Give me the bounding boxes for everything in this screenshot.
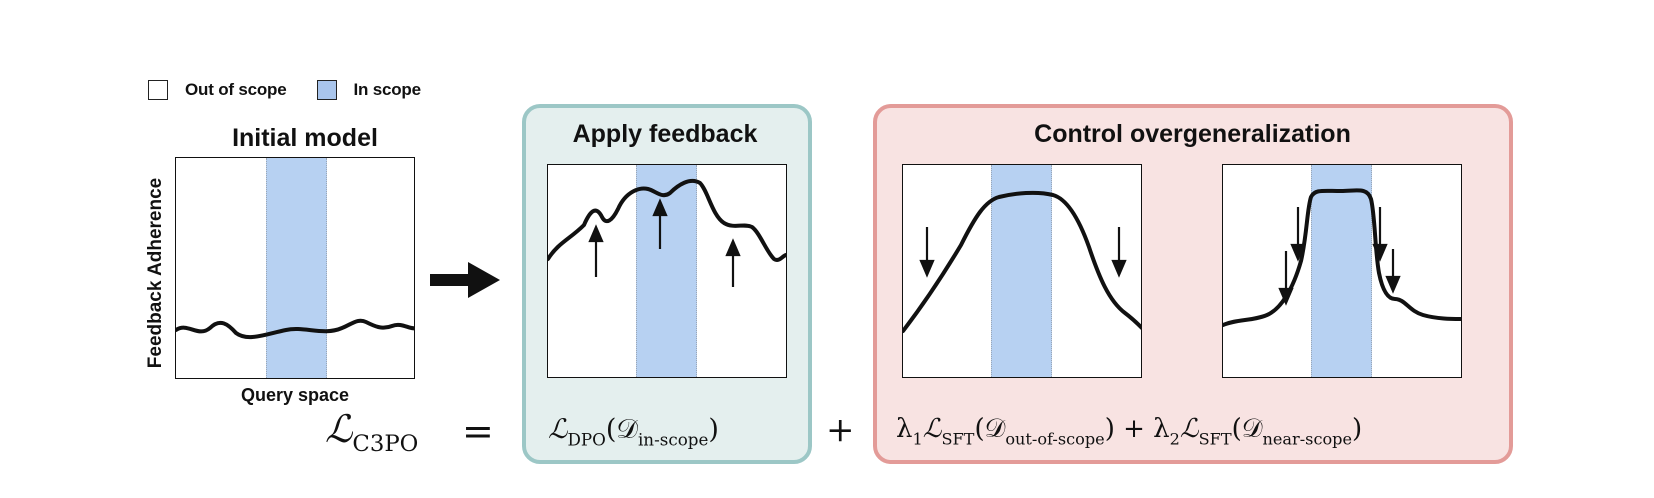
out-of-scope-curve-svg: [903, 190, 1141, 333]
formula-dpo-dataset: (𝒟: [605, 414, 638, 445]
formula-dpo-dataset-subscript: in-scope: [637, 429, 709, 450]
legend-in-scope: In scope: [316, 80, 422, 100]
down-arrows: [919, 227, 1127, 278]
in-scope-band: [636, 165, 697, 377]
legend-out-of-scope: Out of scope: [148, 80, 287, 100]
legend-in-scope-label: In scope: [353, 80, 422, 99]
formula-equals: =: [462, 409, 494, 453]
formula-lhs-subscript: C3PO: [352, 431, 419, 458]
initial-model-curve: [176, 318, 414, 340]
formula-sft2-symbol: ℒ: [1179, 414, 1199, 444]
formula-sft1-dataset-subscript: out-of-scope: [1005, 429, 1105, 449]
out-of-scope-swatch: [148, 80, 168, 100]
formula-dpo-symbol: ℒ: [548, 414, 568, 445]
apply-feedback-plot: [547, 164, 787, 378]
formula-sft-terms: λ1ℒSFT(𝒟out-of-scope) + λ2ℒSFT(𝒟near-sco…: [896, 414, 1362, 448]
legend-out-of-scope-label: Out of scope: [185, 80, 287, 99]
formula-sft2-close: ): [1352, 414, 1363, 444]
control-overgeneralization-title: Control overgeneralization: [1034, 120, 1351, 148]
in-scope-band: [1311, 165, 1372, 377]
near-scope-plot: [1222, 164, 1462, 378]
formula-lhs-symbol: ℒ: [325, 407, 353, 451]
formula-lambda1: λ: [896, 414, 913, 444]
legend: Out of scope In scope: [148, 80, 451, 100]
out-of-scope-curve: [903, 190, 1141, 333]
apply-feedback-curve: [548, 178, 786, 262]
y-axis-label: Feedback Adherence: [145, 177, 166, 369]
formula-sft1-close: ) +: [1104, 414, 1145, 444]
initial-model-title: Initial model: [232, 124, 378, 152]
in-scope-swatch: [316, 80, 337, 100]
in-scope-band: [266, 158, 327, 378]
near-scope-curve-svg: [1223, 188, 1461, 327]
apply-feedback-title: Apply feedback: [572, 120, 758, 148]
formula-sft2-dataset-subscript: near-scope: [1262, 429, 1353, 449]
formula-dpo-term: ℒDPO(𝒟in-scope): [548, 414, 719, 450]
formula-sft1-symbol: ℒ: [922, 414, 942, 444]
out-of-scope-plot: [902, 164, 1142, 378]
formula-lambda1-subscript: 1: [912, 429, 923, 449]
formula-sft1-dataset: (𝒟: [974, 414, 1006, 444]
in-scope-band: [991, 165, 1052, 377]
formula-lambda2-subscript: 2: [1169, 429, 1180, 449]
formula-sft2-dataset: (𝒟: [1231, 414, 1263, 444]
x-axis-label: Query space: [240, 385, 350, 405]
up-arrows: [588, 198, 741, 287]
formula-dpo-subscript: DPO: [567, 429, 606, 450]
initial-model-plot: [175, 157, 415, 379]
formula-sft1-subscript: SFT: [941, 429, 975, 449]
near-scope-curve: [1223, 188, 1461, 327]
formula-dpo-close: ): [708, 414, 719, 445]
initial-model-curve-svg: [176, 318, 414, 340]
formula-plus: +: [826, 410, 855, 450]
apply-feedback-curve-svg: [548, 178, 786, 287]
arrow-right-icon: [430, 262, 500, 298]
formula-sft2-subscript: SFT: [1198, 429, 1232, 449]
formula-lambda2: λ: [1153, 414, 1170, 444]
formula-loss-c3po: ℒC3PO: [325, 407, 418, 457]
down-arrows: [1278, 207, 1401, 306]
